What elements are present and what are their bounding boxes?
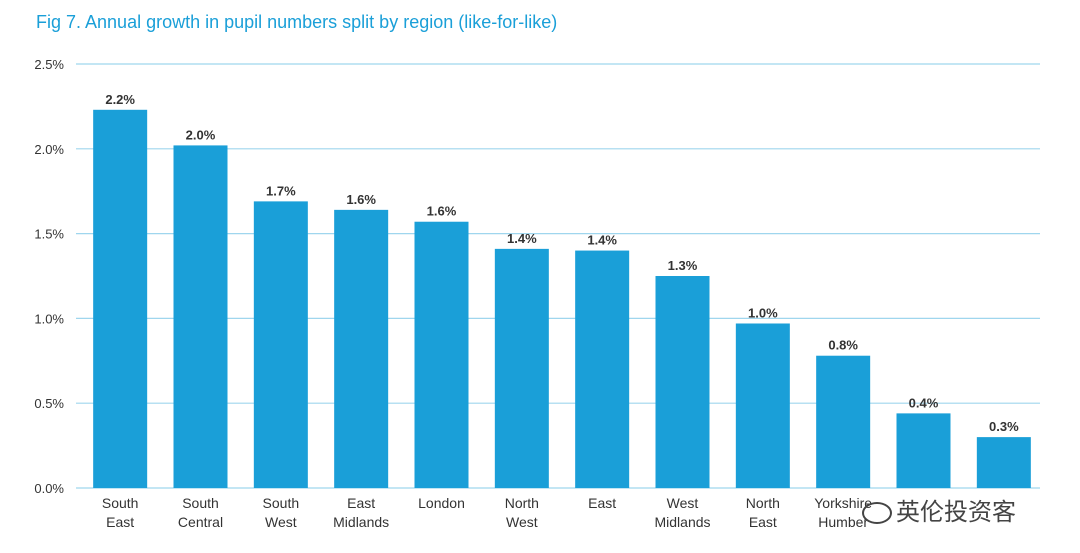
data-label: 1.4%: [587, 233, 617, 248]
bar: [414, 221, 469, 488]
watermark-text: 英伦投资客: [896, 498, 1016, 526]
y-tick-label: 1.0%: [34, 311, 64, 326]
x-tick-label: London: [418, 495, 465, 511]
x-tick-label: East: [347, 495, 375, 511]
x-tick-label: East: [106, 514, 134, 530]
chart-title: Fig 7. Annual growth in pupil numbers sp…: [36, 12, 558, 32]
data-label: 0.8%: [828, 338, 858, 353]
y-axis-ticks: 0.0% 0.5% 1.0% 1.5% 2.0% 2.5%: [34, 57, 64, 496]
bar: [976, 437, 1031, 488]
y-tick-label: 2.0%: [34, 142, 64, 157]
x-tick-label: West: [506, 514, 538, 530]
data-label: 0.3%: [989, 419, 1019, 434]
bar: [575, 250, 630, 488]
bar: [735, 323, 790, 488]
x-tick-label: South: [263, 495, 300, 511]
data-label: 1.0%: [748, 305, 778, 320]
x-tick-label: South: [182, 495, 219, 511]
x-tick-label: Humber: [818, 514, 868, 530]
y-tick-label: 0.0%: [34, 481, 64, 496]
y-tick-label: 0.5%: [34, 396, 64, 411]
bars: [93, 109, 1031, 489]
x-tick-label: South: [102, 495, 139, 511]
y-tick-label: 2.5%: [34, 57, 64, 72]
x-tick-label: Yorkshire: [814, 495, 872, 511]
y-tick-label: 1.5%: [34, 227, 64, 242]
bar: [253, 201, 308, 488]
data-label: 1.6%: [346, 192, 376, 207]
bar: [173, 145, 228, 488]
data-label: 1.6%: [427, 204, 457, 219]
x-axis-ticks: South East South Central South West East Midlan…: [102, 495, 872, 530]
data-label: 1.4%: [507, 231, 537, 246]
bar: [816, 355, 871, 488]
data-label: 2.0%: [186, 127, 216, 142]
bar: [896, 413, 951, 488]
gridlines: [76, 63, 1040, 489]
x-tick-label: Midlands: [654, 514, 710, 530]
x-tick-label: North: [746, 495, 780, 511]
x-tick-label: Central: [178, 514, 223, 530]
bar: [655, 276, 710, 488]
watermark: 英伦投资客: [862, 492, 1016, 527]
wechat-icon: [862, 502, 892, 524]
x-tick-label: North: [505, 495, 539, 511]
x-tick-label: West: [265, 514, 297, 530]
bar: [334, 209, 389, 488]
x-tick-label: Midlands: [333, 514, 389, 530]
data-label: 1.3%: [668, 258, 698, 273]
bar: [494, 248, 549, 488]
data-label: 1.7%: [266, 183, 296, 198]
x-tick-label: East: [749, 514, 777, 530]
data-label: 2.2%: [105, 92, 135, 107]
x-tick-label: West: [667, 495, 699, 511]
x-tick-label: East: [588, 495, 616, 511]
data-labels: 2.2% 2.0% 1.7% 1.6% 1.6% 1.4% 1.4% 1.3% 1.0% 0.8%…: [105, 92, 1019, 434]
bar: [93, 109, 148, 489]
data-label: 0.4%: [909, 395, 939, 410]
